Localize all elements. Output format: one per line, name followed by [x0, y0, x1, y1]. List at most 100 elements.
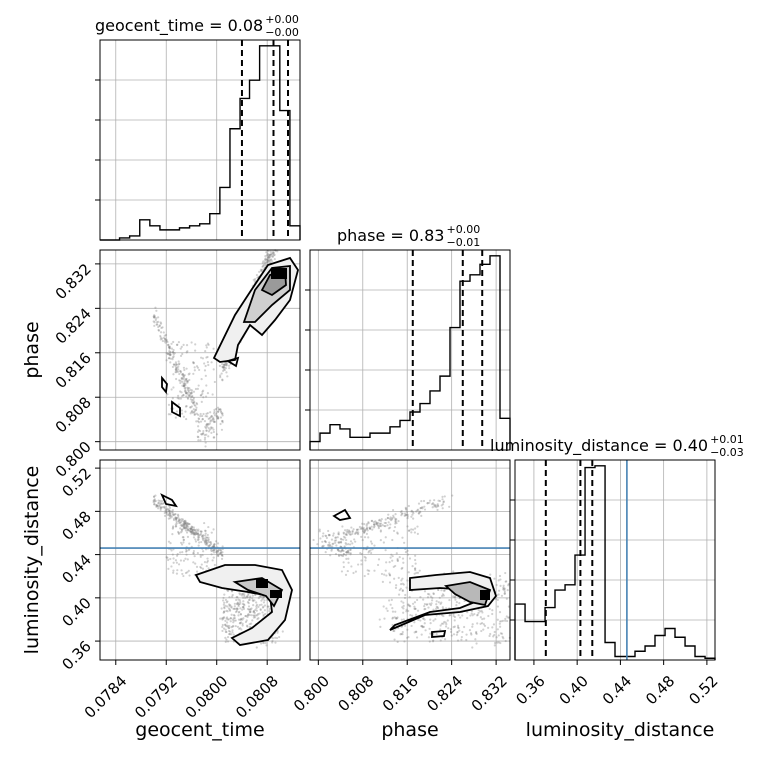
sample-point	[186, 521, 189, 525]
sample-point	[190, 341, 193, 344]
sample-point	[192, 533, 195, 536]
sample-point	[468, 628, 472, 632]
sample-point	[190, 409, 194, 413]
sample-point	[239, 613, 242, 616]
sample-point	[416, 571, 420, 574]
sample-point	[419, 506, 423, 510]
sample-point	[344, 553, 348, 557]
sample-point	[379, 529, 382, 532]
sample-point	[228, 632, 231, 636]
sample-point	[174, 513, 177, 516]
sample-point	[234, 624, 237, 628]
sample-point	[168, 345, 171, 348]
sample-point	[168, 347, 171, 350]
sample-point	[380, 518, 383, 521]
sample-point	[197, 536, 201, 539]
sample-point	[374, 520, 377, 523]
sample-point	[427, 606, 430, 609]
sample-point	[246, 614, 250, 617]
sample-point	[424, 629, 427, 632]
sample-point	[165, 339, 168, 343]
sample-point	[364, 528, 367, 532]
sample-point	[479, 622, 482, 625]
sample-point	[174, 361, 178, 364]
sample-point	[246, 615, 249, 619]
sample-point	[448, 598, 451, 602]
sample-point	[157, 320, 160, 323]
sample-point	[254, 614, 258, 617]
sample-point	[257, 605, 260, 609]
sample-point	[206, 361, 209, 364]
sample-point	[170, 388, 173, 391]
sample-point	[363, 574, 366, 578]
sample-point	[441, 503, 445, 506]
hist-panel-geocent_time	[95, 40, 301, 241]
sample-point	[370, 519, 374, 522]
sample-point	[194, 408, 197, 412]
sample-point	[312, 538, 315, 542]
sample-point	[455, 633, 459, 636]
sample-point	[175, 366, 179, 369]
sample-point	[316, 543, 319, 546]
sample-point	[195, 570, 199, 573]
sample-point	[158, 505, 161, 508]
sample-point	[487, 626, 490, 629]
sample-point	[166, 393, 169, 396]
sample-point	[381, 524, 384, 527]
sample-point	[201, 537, 204, 540]
sample-point	[182, 366, 186, 369]
sample-point	[334, 541, 337, 544]
sample-point	[440, 589, 443, 592]
sample-point	[344, 542, 347, 545]
sample-point	[171, 527, 174, 530]
sample-point	[195, 412, 199, 415]
sample-point	[340, 570, 344, 573]
y-tick-label: 0.808	[52, 393, 95, 436]
sample-point	[403, 624, 407, 627]
sample-point	[407, 603, 410, 606]
sample-point	[219, 549, 223, 552]
sample-point	[259, 595, 263, 598]
sample-point	[339, 540, 343, 544]
sample-point	[224, 604, 227, 607]
sample-point	[275, 636, 279, 640]
sample-point	[370, 519, 373, 523]
sample-point	[175, 554, 179, 557]
sample-point	[207, 567, 210, 570]
sample-point	[207, 536, 210, 539]
sample-point	[471, 646, 474, 649]
sample-point	[226, 635, 230, 639]
sample-point	[482, 623, 485, 626]
sample-point	[202, 538, 205, 542]
sample-point	[224, 623, 227, 627]
sample-point	[233, 619, 236, 622]
sample-point	[251, 597, 254, 600]
sample-point	[406, 636, 409, 639]
sample-point	[188, 574, 191, 577]
sample-point	[504, 639, 507, 643]
sample-point	[394, 518, 397, 522]
sample-point	[168, 509, 171, 512]
sample-point	[185, 351, 188, 354]
sample-point	[388, 581, 392, 584]
sample-point	[202, 389, 205, 392]
sample-point	[204, 364, 207, 368]
sample-point	[195, 532, 199, 536]
sample-point	[223, 610, 226, 613]
sample-point	[205, 543, 208, 546]
sample-point	[197, 413, 200, 416]
sample-point	[357, 563, 360, 566]
sample-point	[256, 617, 259, 621]
sample-point	[332, 532, 335, 535]
sample-point	[232, 633, 235, 636]
sample-point	[460, 635, 463, 639]
sample-point	[234, 610, 238, 614]
sample-point	[438, 596, 441, 599]
sample-point	[268, 260, 272, 263]
sample-point	[220, 411, 223, 414]
sample-point	[176, 513, 180, 516]
sample-point	[417, 502, 421, 505]
sample-point	[248, 622, 251, 626]
sample-point	[368, 569, 371, 572]
sample-point	[461, 614, 464, 617]
